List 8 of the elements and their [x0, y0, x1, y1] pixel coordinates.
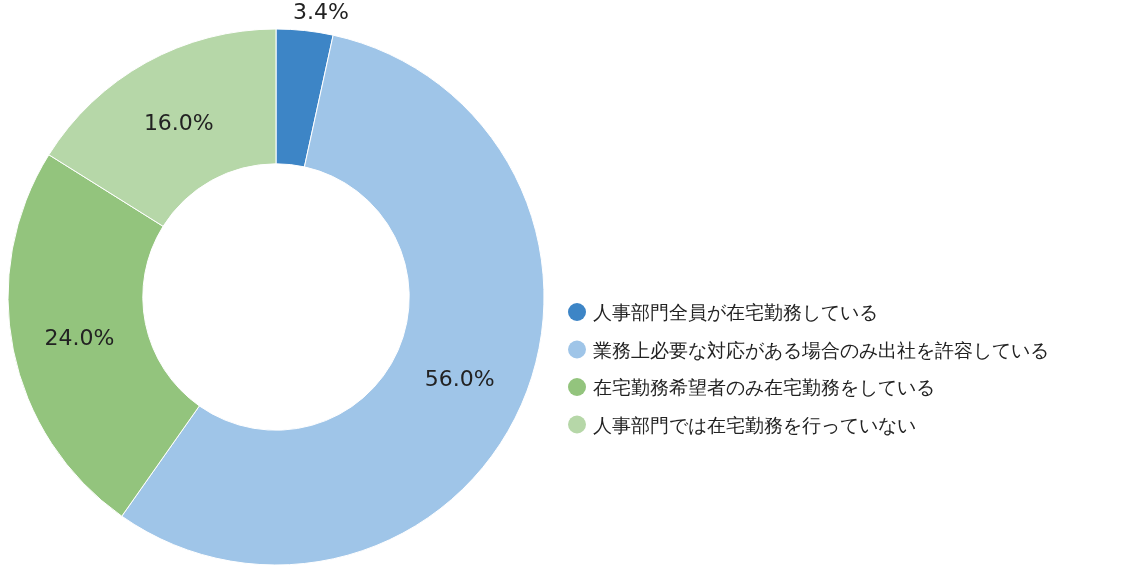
- data-label: 24.0%: [44, 324, 115, 350]
- legend-label: 人事部門全員が在宅勤務している: [593, 301, 878, 323]
- legend-label: 業務上必要な対応がある場合のみ出社を許容している: [593, 338, 1049, 361]
- data-label: 56.0%: [424, 365, 495, 391]
- legend-label: 人事部門では在宅勤務を行っていない: [593, 413, 916, 436]
- data-label: 3.4%: [292, 0, 349, 24]
- data-label: 16.0%: [143, 109, 214, 135]
- legend-label: 在宅勤務希望者のみ在宅勤務をしている: [593, 376, 935, 398]
